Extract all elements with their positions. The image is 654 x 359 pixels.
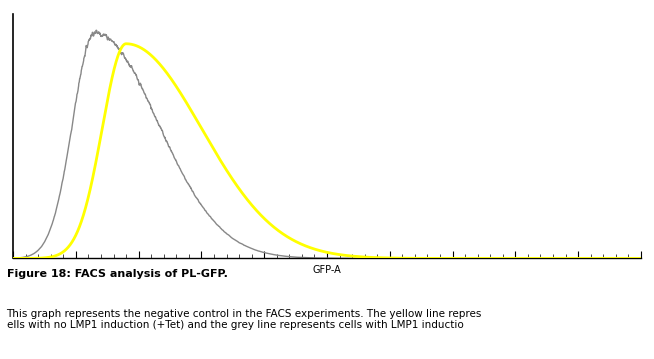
Text: Figure 18: FACS analysis of PL-GFP.: Figure 18: FACS analysis of PL-GFP.: [7, 269, 228, 279]
Text: This graph represents the negative control in the FACS experiments. The yellow l: This graph represents the negative contr…: [7, 309, 482, 330]
X-axis label: GFP-A: GFP-A: [313, 265, 341, 275]
